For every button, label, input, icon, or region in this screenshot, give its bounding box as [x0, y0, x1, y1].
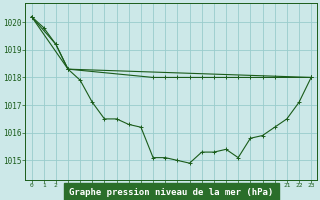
X-axis label: Graphe pression niveau de la mer (hPa): Graphe pression niveau de la mer (hPa) [69, 188, 274, 197]
